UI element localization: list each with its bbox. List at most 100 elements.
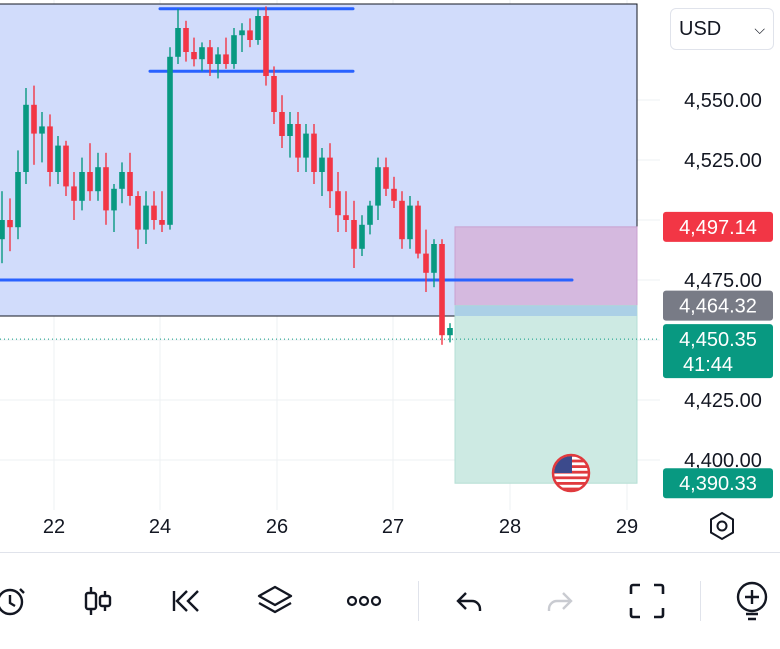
candle — [383, 157, 389, 196]
currency-value: USD — [679, 17, 722, 40]
undo-icon[interactable] — [448, 579, 492, 623]
redo-icon[interactable] — [537, 579, 581, 623]
candle — [367, 200, 373, 235]
candle — [263, 6, 269, 86]
time-tick-label: 29 — [616, 516, 638, 538]
candle — [95, 152, 101, 201]
candle — [431, 239, 437, 288]
bottom-toolbar — [0, 552, 780, 649]
candle — [391, 176, 397, 208]
bar-countdown: 41:44 — [683, 354, 733, 376]
time-tick-label: 27 — [382, 516, 404, 538]
price-tag: 4,464.32 — [663, 290, 773, 321]
candle — [327, 143, 333, 208]
candle — [71, 172, 77, 220]
price-tags: 4,497.14 4,464.32 4,450.35 41:44 4,390.33 — [663, 211, 773, 499]
candle — [423, 229, 429, 292]
price-tick-label: 4,550.00 — [684, 90, 762, 112]
candle — [359, 215, 365, 256]
candle — [231, 28, 237, 69]
candle — [279, 95, 285, 148]
price-tag-label: 4,464.32 — [679, 296, 757, 318]
candle — [223, 37, 229, 69]
candle — [399, 191, 405, 249]
time-tick-label: 22 — [43, 516, 65, 538]
candle — [343, 191, 349, 232]
fullscreen-icon[interactable] — [625, 579, 669, 623]
candle — [63, 140, 69, 196]
candle — [351, 200, 357, 268]
take-profit-zone[interactable] — [454, 305, 638, 484]
candle — [319, 148, 325, 196]
time-tick-label: 26 — [266, 516, 288, 538]
candle — [151, 191, 157, 230]
candle — [135, 191, 141, 249]
candle — [7, 198, 13, 252]
candle — [439, 239, 445, 345]
candle — [215, 47, 221, 79]
axis-settings-icon[interactable] — [706, 510, 738, 542]
time-axis: 22 24 26 27 28 29 — [43, 516, 638, 538]
price-tag-label: 4,497.14 — [679, 217, 757, 239]
price-tick-label: 4,475.00 — [684, 270, 762, 292]
chart-area[interactable]: 22 24 26 27 28 29 4,550.00 4,525.00 4,425.00 4,4… — [0, 0, 780, 548]
candle — [159, 191, 165, 232]
toolbar-divider — [418, 581, 419, 621]
layers-icon[interactable] — [253, 579, 297, 623]
time-tick-label: 28 — [499, 516, 521, 538]
candle — [295, 112, 301, 172]
candle — [0, 191, 5, 264]
candle — [87, 143, 93, 201]
candle — [239, 23, 245, 52]
candlestick-chart[interactable]: 22 24 26 27 28 29 4,550.004,525.004,425.004,4… — [0, 0, 780, 548]
toolbar-divider — [700, 581, 701, 621]
stop-loss-zone[interactable] — [454, 226, 638, 307]
candle — [415, 200, 421, 259]
candle — [199, 42, 205, 72]
us-flag-icon[interactable] — [551, 453, 591, 493]
candle — [119, 162, 125, 204]
price-tag-label: 4,450.35 — [679, 329, 757, 351]
add-indicator-icon[interactable] — [730, 579, 774, 623]
candle — [287, 112, 293, 158]
price-tag-label: 4,390.33 — [679, 473, 757, 495]
candle — [47, 114, 53, 187]
time-tick-label: 24 — [149, 516, 171, 538]
horizontal-lines — [0, 7, 574, 282]
candle — [311, 124, 317, 184]
candle — [407, 196, 413, 249]
candle — [191, 37, 197, 67]
candle — [271, 66, 277, 124]
candle — [127, 152, 133, 206]
candle — [167, 47, 173, 230]
candle — [79, 157, 85, 211]
price-tick-label: 4,425.00 — [684, 390, 762, 412]
candle — [23, 88, 29, 184]
candle — [55, 136, 61, 184]
candle — [255, 8, 261, 45]
candle — [111, 184, 117, 232]
more-icon[interactable] — [342, 579, 386, 623]
candle — [247, 18, 253, 48]
entry-band — [455, 305, 637, 316]
candles — [0, 6, 453, 345]
candle — [103, 152, 109, 225]
candle — [143, 191, 149, 244]
candle — [207, 40, 213, 76]
price-tick-label: 4,400.00 — [684, 450, 762, 472]
candle — [15, 150, 21, 240]
replay-clock-icon[interactable] — [0, 579, 34, 623]
price-axis: 4,550.004,525.004,425.004,400.004,500.00… — [684, 90, 762, 472]
candle — [447, 323, 453, 343]
candle — [303, 124, 309, 172]
candle — [175, 8, 181, 64]
price-tick-label: 4,525.00 — [684, 150, 762, 172]
candle — [39, 112, 45, 163]
rewind-icon[interactable] — [164, 579, 208, 623]
currency-selector[interactable]: USD ⌵ — [670, 8, 774, 50]
candle — [31, 85, 37, 165]
candle — [335, 172, 341, 232]
candle — [375, 157, 381, 220]
chevron-down-icon: ⌵ — [754, 20, 765, 37]
candles-icon[interactable] — [76, 579, 120, 623]
